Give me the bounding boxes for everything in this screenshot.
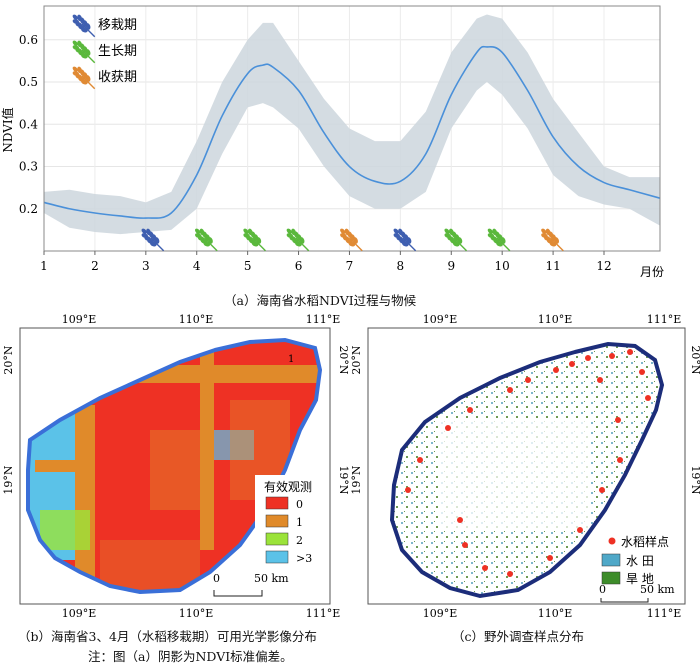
lat-tick: 19°N bbox=[350, 465, 363, 494]
y-tick-label: 0.3 bbox=[19, 160, 38, 174]
lat-tick: 20°N bbox=[2, 345, 15, 374]
caption-c: （c）野外调查样点分布 bbox=[452, 629, 585, 644]
legend-label: 1 bbox=[296, 516, 303, 529]
map-b-corner-label: 1 bbox=[288, 354, 294, 365]
scale-zero: 0 bbox=[599, 583, 606, 596]
lon-tick: 109°E bbox=[62, 313, 97, 326]
lon-tick: 111°E bbox=[647, 313, 682, 326]
caption-note: 注：图（a）阴影为NDVI标准偏差。 bbox=[88, 649, 293, 664]
lon-tick: 109°E bbox=[423, 607, 458, 620]
y-tick-label: 0.4 bbox=[19, 117, 38, 131]
lat-tick: 19°N bbox=[2, 465, 15, 494]
rice-ear-icon bbox=[72, 66, 96, 90]
lat-tick: 19°N bbox=[689, 465, 700, 494]
legend-label: 生长期 bbox=[98, 44, 137, 59]
legend-swatch-0 bbox=[265, 496, 289, 510]
rice-ear-icon bbox=[393, 228, 417, 252]
map-b-legend-title: 有效观测 bbox=[264, 479, 312, 494]
lon-tick: 109°E bbox=[62, 607, 97, 620]
map-c-legend-label: 旱 地 bbox=[626, 572, 654, 586]
rice-ear-icon bbox=[340, 228, 363, 252]
map-c: 109°E 110°E 111°E 109°E 110°E 111°E 20°N… bbox=[350, 313, 700, 620]
map-c-coastline bbox=[389, 341, 665, 599]
x-axis-label: 月份 bbox=[640, 265, 664, 279]
x-tick-label: 1 bbox=[40, 259, 48, 273]
x-tick-label: 9 bbox=[447, 259, 455, 273]
rice-ear-icon bbox=[72, 40, 96, 64]
rice-ear-icon bbox=[243, 228, 266, 252]
lat-tick: 20°N bbox=[689, 345, 700, 374]
rice-ear-icon bbox=[444, 228, 468, 252]
legend-point-marker bbox=[608, 537, 616, 545]
legend-label: 收获期 bbox=[98, 70, 137, 85]
scale-bar bbox=[213, 590, 263, 597]
x-tick-label: 3 bbox=[142, 259, 150, 273]
map-c-sample-points bbox=[405, 349, 651, 577]
rice-ear-icon bbox=[194, 228, 218, 252]
legend-label: 0 bbox=[296, 498, 303, 511]
y-tick-label: 0.6 bbox=[19, 33, 38, 47]
ndvi-mean-line bbox=[43, 45, 661, 219]
y-tick-label: 0.2 bbox=[19, 202, 38, 216]
lat-tick: 20°N bbox=[350, 345, 363, 374]
rice-ear-icon bbox=[72, 14, 96, 38]
map-b: 109°E 110°E 111°E 109°E 110°E 111°E 20°N… bbox=[2, 313, 350, 620]
rice-ear-icon bbox=[286, 228, 310, 252]
x-tick-label: 7 bbox=[346, 259, 354, 273]
caption-b: （b）海南省3、4月（水稻移栽期）可用光学影像分布 bbox=[18, 629, 317, 644]
legend-label: 移栽期 bbox=[98, 17, 137, 33]
x-tick-label: 5 bbox=[244, 259, 252, 273]
x-tick-label: 6 bbox=[295, 259, 303, 273]
x-tick-label: 12 bbox=[596, 259, 611, 273]
lon-tick: 111°E bbox=[306, 607, 341, 620]
x-tick-label: 10 bbox=[495, 259, 510, 273]
y-tick-label: 0.5 bbox=[19, 75, 38, 89]
map-c-legend-label: 水稻样点 bbox=[621, 534, 669, 549]
legend-swatch-1 bbox=[265, 514, 289, 528]
legend-swatch-3 bbox=[265, 550, 289, 564]
x-tick-label: 2 bbox=[91, 259, 99, 273]
rice-ear-icon bbox=[141, 228, 165, 252]
scale-label: 50 km bbox=[640, 583, 675, 596]
rice-ear-icon bbox=[541, 228, 564, 252]
lat-tick: 20°N bbox=[337, 345, 350, 374]
caption-a: （a）海南省水稻NDVI过程与物候 bbox=[224, 293, 417, 308]
lat-tick: 19°N bbox=[337, 465, 350, 494]
lon-tick: 111°E bbox=[306, 313, 341, 326]
legend-swatch-dryland bbox=[601, 571, 621, 585]
legend-label: >3 bbox=[296, 552, 312, 565]
map-c-legend-label: 水 田 bbox=[626, 554, 654, 568]
lon-tick: 110°E bbox=[179, 313, 214, 326]
x-tick-label: 8 bbox=[397, 259, 405, 273]
scale-zero: 0 bbox=[213, 572, 220, 585]
lon-tick: 109°E bbox=[423, 313, 458, 326]
legend-swatch-2 bbox=[265, 532, 289, 546]
rice-ear-icon bbox=[487, 228, 511, 252]
ndvi-chart: 0.20.30.40.50.6 1 2 3 4 5 6 7 8 9 10 11 12 移栽期生长期收获… bbox=[0, 5, 664, 279]
ndvi-std-band bbox=[44, 14, 660, 235]
y-axis-label: NDVI值 bbox=[0, 107, 15, 152]
lon-tick: 110°E bbox=[179, 607, 214, 620]
x-tick-label: 11 bbox=[545, 259, 560, 273]
plot-frame bbox=[43, 5, 661, 252]
scale-bar bbox=[600, 598, 649, 603]
lon-tick: 110°E bbox=[538, 313, 573, 326]
legend-label: 2 bbox=[296, 534, 303, 547]
map-b-coastline bbox=[26, 337, 323, 595]
scale-label: 50 km bbox=[254, 572, 289, 585]
legend-swatch-paddy bbox=[601, 553, 621, 567]
x-tick-label: 4 bbox=[193, 259, 201, 273]
lon-tick: 110°E bbox=[538, 607, 573, 620]
lon-tick: 111°E bbox=[647, 607, 682, 620]
